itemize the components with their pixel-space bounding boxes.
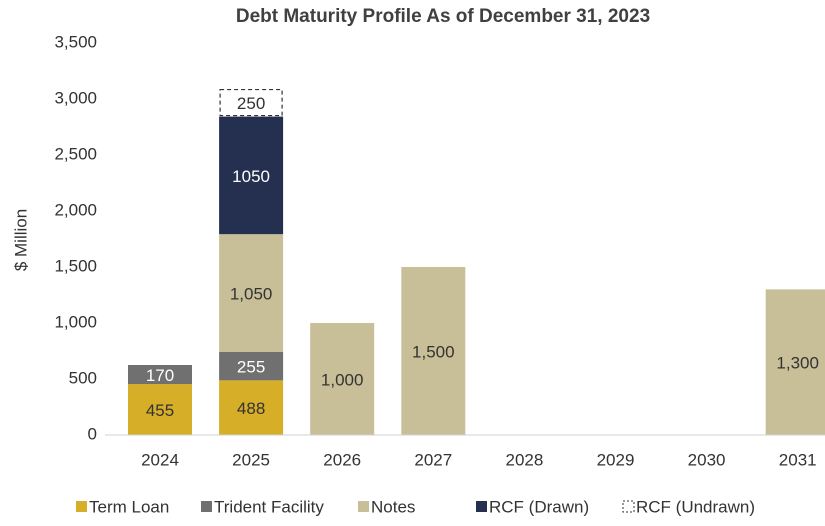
x-tick-label: 2028 [505,450,543,469]
data-label: 1,500 [412,342,455,361]
bar-segment [219,88,283,117]
bar-segment [310,323,375,435]
bar-segment [219,234,284,352]
y-tick-label: 3,000 [54,88,97,107]
data-label: 488 [237,399,265,418]
bar-segment [128,365,192,385]
data-label: 250 [237,94,265,113]
bar-segment [219,351,284,381]
y-tick-label: 3,500 [54,32,97,51]
y-tick-label: 1,500 [54,256,97,275]
data-label: 1050 [232,167,270,186]
x-tick-label: 2030 [688,450,726,469]
chart-title: Debt Maturity Profile As of December 31,… [236,6,650,27]
legend-marker [358,501,369,512]
x-tick-label: 2024 [141,450,179,469]
bar-segment [219,380,284,435]
x-tick-label: 2026 [323,450,361,469]
data-label: 1,050 [230,284,273,303]
bar-segment [765,289,825,435]
legend-marker [201,501,212,512]
bar-segment [401,267,466,435]
legend-label: RCF (Drawn) [489,497,589,516]
x-tick-label: 2031 [779,450,817,469]
bar-segment [219,116,284,235]
y-tick-label: 500 [69,368,97,387]
data-label: 170 [146,366,174,385]
y-tick-label: 2,500 [54,144,97,163]
x-tick-label: 2029 [597,450,635,469]
legend-label: Trident Facility [214,497,324,516]
data-label: 1,300 [776,354,819,373]
legend-marker [476,501,487,512]
legend-marker [76,501,87,512]
data-label: 255 [237,358,265,377]
x-tick-label: 2027 [414,450,452,469]
legend-marker [622,500,635,513]
x-tick-label: 2025 [232,450,270,469]
legend-label: Term Loan [89,497,169,516]
y-tick-label: 0 [88,424,97,443]
y-tick-label: 2,000 [54,200,97,219]
data-label: 455 [146,401,174,420]
legend-label: RCF (Undrawn) [636,497,755,516]
data-label: 1,000 [321,370,364,389]
y-axis-label: $ Million [11,209,30,271]
legend-label: Notes [371,497,415,516]
y-tick-label: 1,000 [54,312,97,331]
bar-segment [128,384,192,435]
